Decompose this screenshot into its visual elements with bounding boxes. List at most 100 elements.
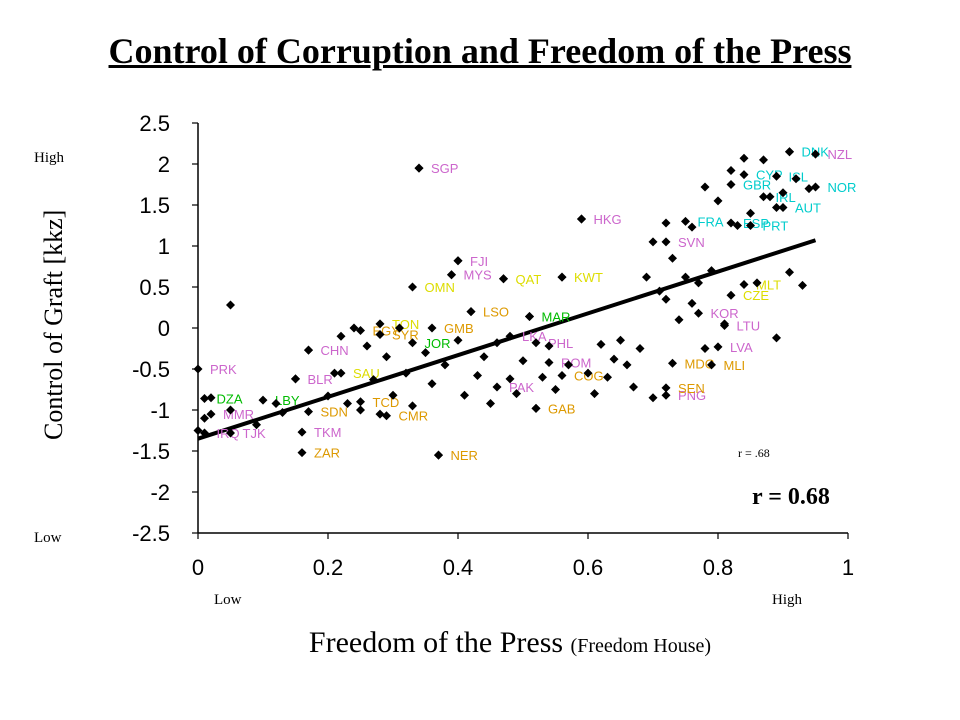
data-point <box>369 375 378 385</box>
y-tick-label: -2.5 <box>132 521 170 546</box>
data-point <box>759 192 768 202</box>
point-label: CHN <box>321 343 349 358</box>
data-point <box>544 341 554 351</box>
point-label: TKM <box>314 425 341 440</box>
data-point <box>447 270 456 280</box>
point-label: LKA <box>522 329 547 344</box>
data-point <box>226 300 235 310</box>
data-point <box>804 184 814 194</box>
point-label: CMR <box>399 409 429 424</box>
data-point <box>226 405 235 415</box>
data-point <box>590 389 599 399</box>
data-point <box>375 319 385 329</box>
data-point <box>700 344 710 353</box>
y-tick-label: 0 <box>158 316 170 341</box>
data-point <box>382 352 391 362</box>
point-label: GBR <box>743 178 771 193</box>
data-point <box>538 372 547 382</box>
data-point <box>356 325 365 335</box>
data-point <box>200 428 209 438</box>
y-tick-label: -1.5 <box>132 439 170 464</box>
y-tick-label: 1.5 <box>139 193 170 218</box>
point-label: SDN <box>321 405 348 420</box>
data-point <box>791 174 801 184</box>
y-high-label: High <box>34 150 65 166</box>
point-label: FRA <box>698 214 724 229</box>
y-low-label: Low <box>34 530 62 546</box>
data-point <box>505 374 515 384</box>
data-point <box>778 202 788 212</box>
data-point <box>681 216 690 226</box>
data-point <box>330 368 339 378</box>
data-point <box>739 280 749 290</box>
r-annotation: r = 0.68 <box>752 484 830 510</box>
y-tick-label: -2 <box>150 480 170 505</box>
data-point <box>408 401 417 411</box>
data-point <box>525 312 534 322</box>
point-label: PNG <box>678 388 706 403</box>
point-label: TJK <box>243 426 266 441</box>
data-point <box>642 272 651 282</box>
data-point <box>707 360 716 370</box>
data-point <box>200 394 209 404</box>
data-point <box>648 393 658 403</box>
point-label: MAR <box>542 310 571 325</box>
data-point <box>577 214 586 224</box>
data-point <box>687 298 697 308</box>
data-point <box>343 398 352 408</box>
data-point <box>492 338 502 348</box>
y-tick-label: -1 <box>150 398 170 423</box>
y-tick-label: 2.5 <box>139 111 170 136</box>
point-label: NZL <box>828 147 853 162</box>
data-point <box>752 278 762 288</box>
point-label: CZE <box>743 288 769 303</box>
data-point <box>356 405 365 415</box>
point-label: PAK <box>509 380 534 395</box>
data-point <box>798 280 807 290</box>
data-point <box>492 382 502 392</box>
data-point <box>681 272 690 282</box>
point-label: ZAR <box>314 446 340 461</box>
data-point <box>661 237 671 247</box>
data-point <box>811 182 820 192</box>
data-point <box>252 420 261 430</box>
point-label: SGP <box>431 161 458 176</box>
data-point <box>746 221 755 230</box>
data-point <box>193 364 203 374</box>
data-point <box>278 407 287 417</box>
point-label: PRK <box>210 362 237 377</box>
x-tick-label: 0.8 <box>703 555 734 580</box>
x-tick-label: 0.4 <box>443 555 474 580</box>
point-label: NER <box>451 448 478 463</box>
x-low-label: Low <box>214 592 242 608</box>
data-point <box>772 202 781 212</box>
data-point <box>726 290 736 300</box>
point-label: KWT <box>574 270 603 285</box>
point-label: PHL <box>548 336 573 351</box>
x-tick-labels: 0 0.2 0.4 0.6 0.8 1 <box>192 533 854 580</box>
data-point <box>440 360 450 370</box>
data-point <box>336 331 346 341</box>
data-point <box>609 354 619 364</box>
y-axis-title: Control of Graft [kkz] <box>39 210 68 440</box>
point-label: SVN <box>678 235 705 250</box>
data-point <box>499 274 508 284</box>
data-point <box>564 360 573 370</box>
data-point <box>512 389 521 399</box>
point-label: SEN <box>678 381 705 396</box>
point-label: SYR <box>392 328 419 343</box>
point-label: LVA <box>730 340 753 355</box>
data-point <box>661 390 671 400</box>
point-label: AUT <box>795 200 821 215</box>
data-point <box>726 166 736 176</box>
data-point <box>395 323 404 333</box>
data-point <box>583 368 593 378</box>
data-point <box>323 391 333 401</box>
data-point <box>531 338 541 348</box>
data-point <box>629 382 638 392</box>
data-point <box>739 170 749 180</box>
data-point <box>635 344 645 353</box>
r-annotation-small: r = .68 <box>738 446 770 460</box>
